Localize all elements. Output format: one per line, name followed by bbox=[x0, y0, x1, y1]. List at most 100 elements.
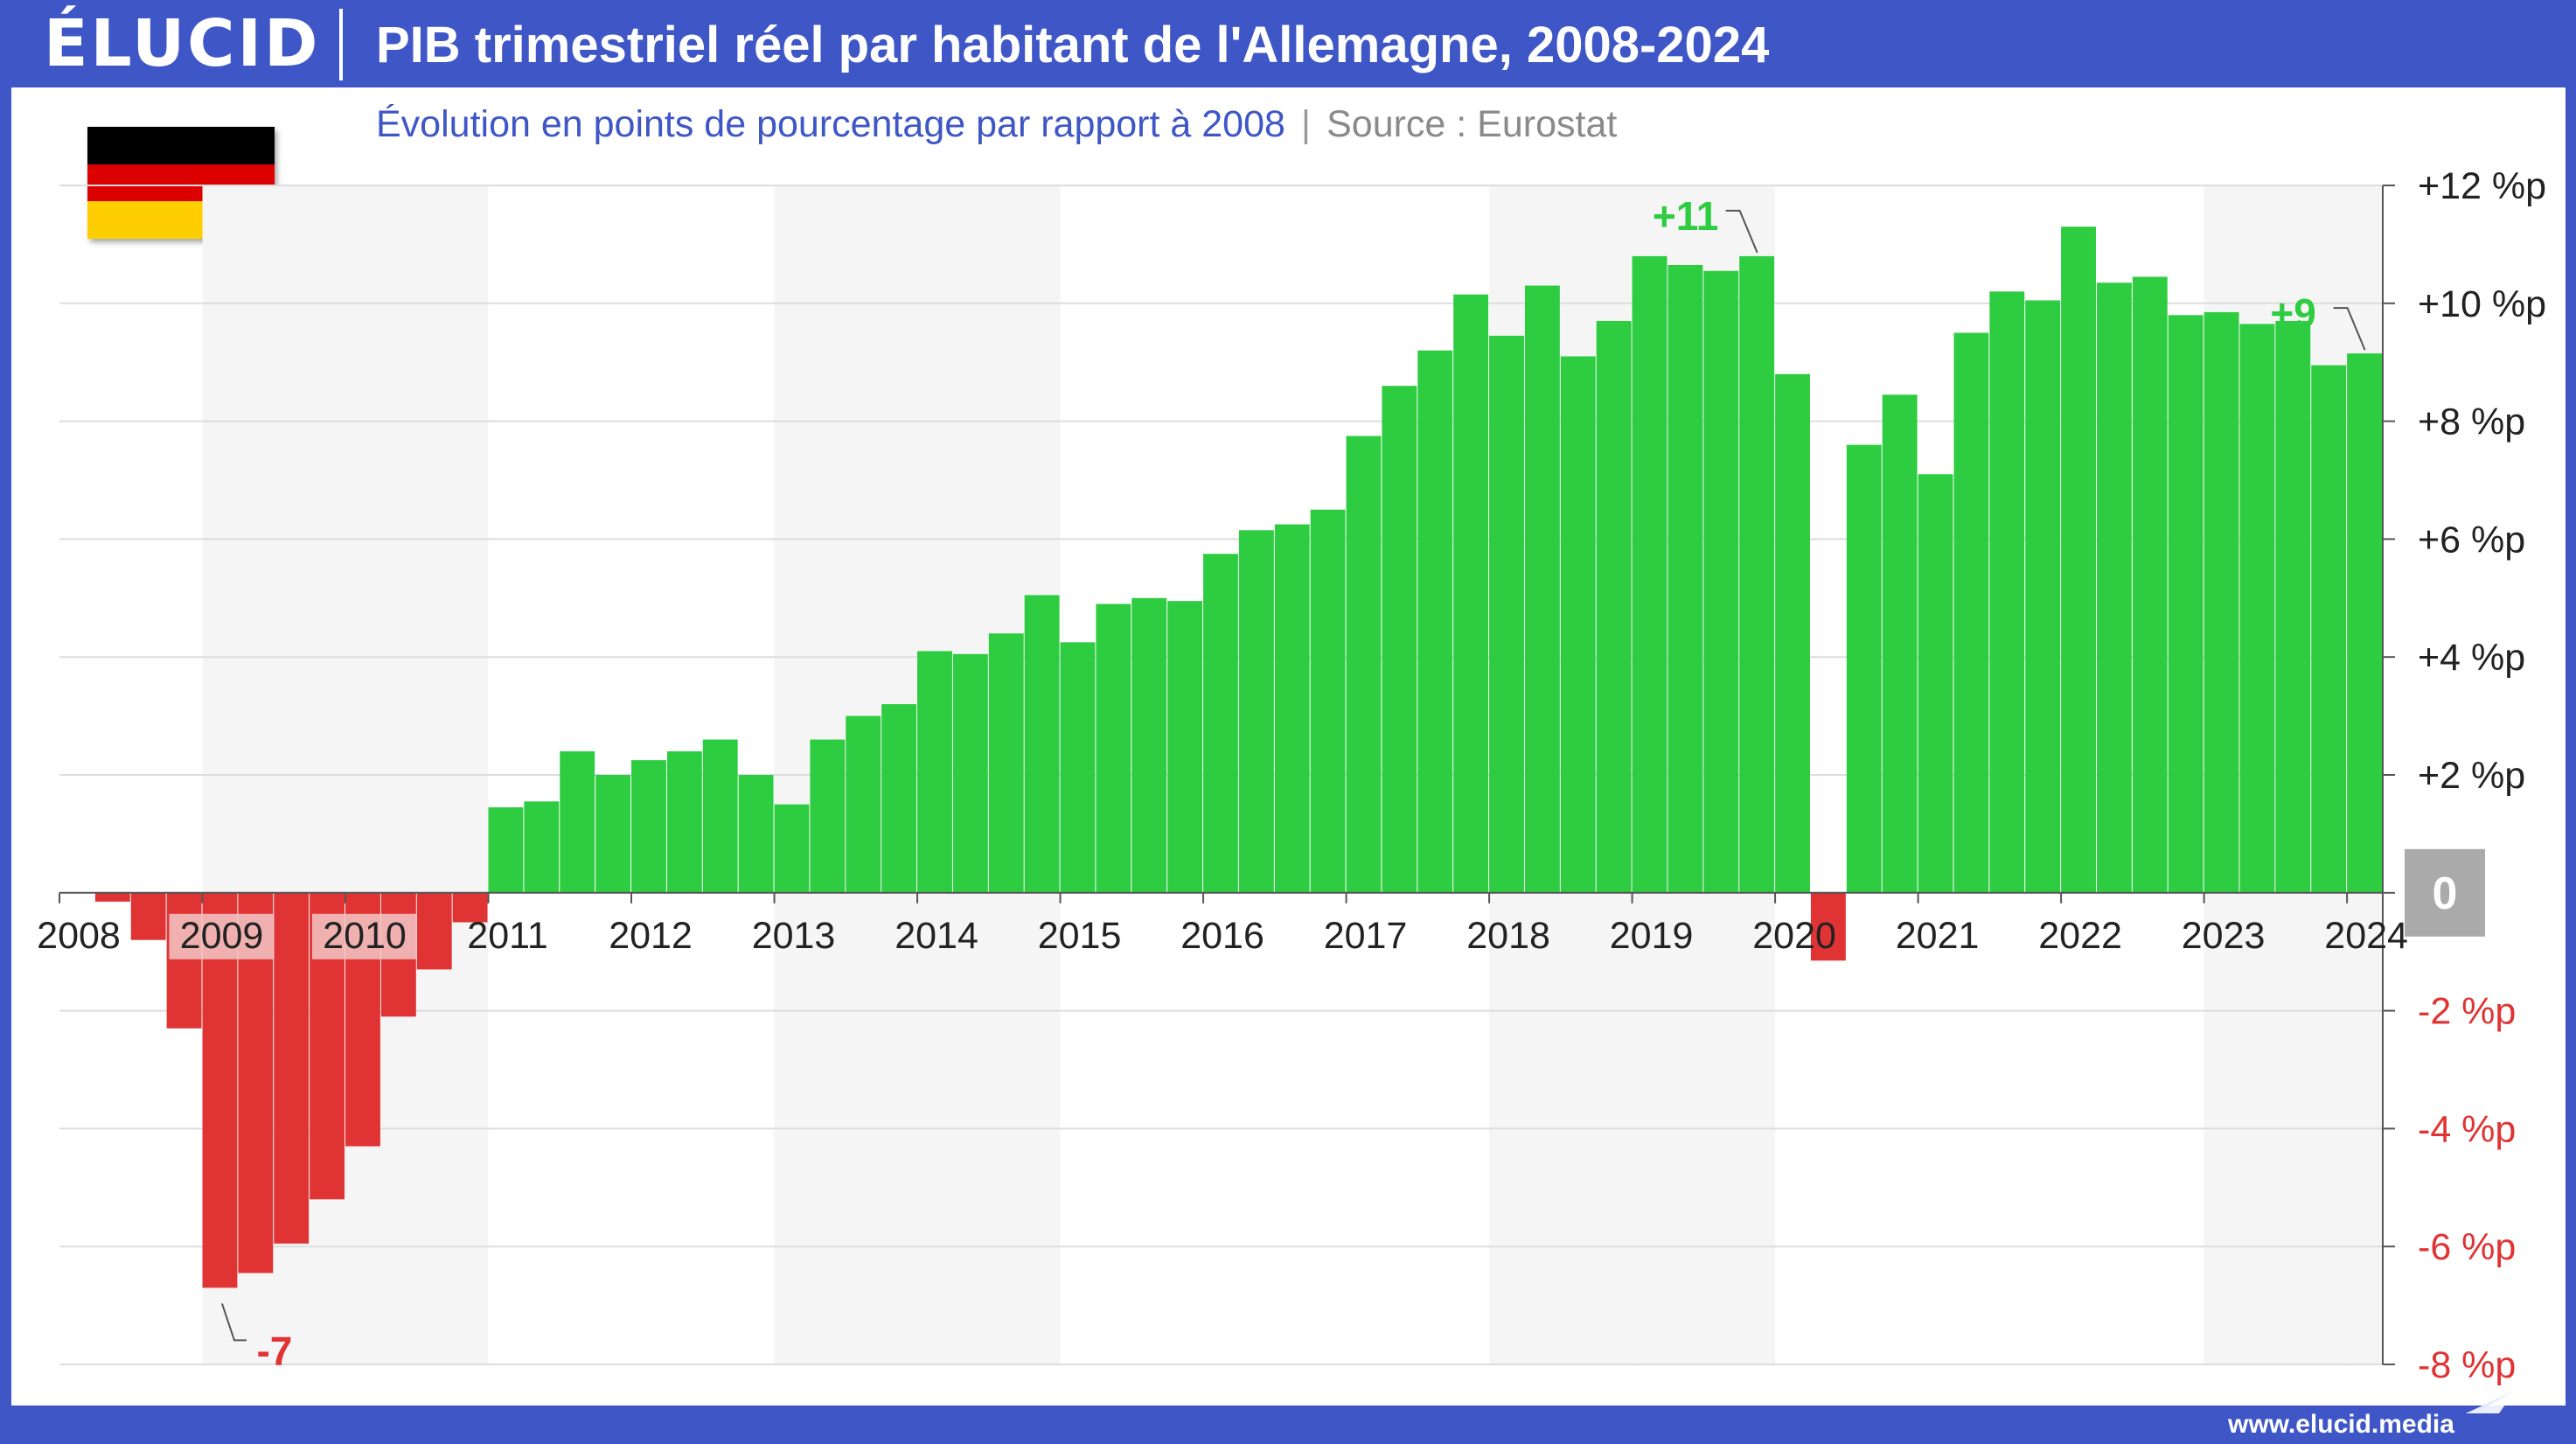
bar bbox=[274, 892, 310, 1244]
bar bbox=[94, 892, 130, 902]
bar bbox=[810, 739, 846, 893]
annotation-leader bbox=[220, 1303, 247, 1342]
y-tick-label: +12 %p bbox=[2418, 165, 2546, 207]
x-tick-label: 2018 bbox=[1466, 915, 1550, 957]
y-tick-label: -8 %p bbox=[2418, 1344, 2516, 1386]
bar bbox=[1632, 255, 1667, 893]
y-tick-label: -4 %p bbox=[2418, 1108, 2516, 1150]
flag-stripe-black bbox=[87, 127, 275, 164]
bar bbox=[1060, 642, 1096, 893]
footer-url[interactable]: www.elucid.media bbox=[2228, 1410, 2454, 1439]
chart-title: PIB trimestriel réel par habitant de l'A… bbox=[376, 17, 1770, 73]
bar bbox=[1489, 335, 1524, 893]
header-bar: ÉLUCID PIB trimestriel réel par habitant… bbox=[0, 0, 2576, 87]
bar bbox=[166, 892, 202, 1029]
y-tick-label: +4 %p bbox=[2418, 637, 2525, 679]
x-tick-label: 2017 bbox=[1324, 915, 1408, 957]
header-divider bbox=[339, 9, 343, 80]
bar bbox=[1882, 394, 1918, 893]
bar bbox=[1203, 554, 1238, 893]
bar bbox=[846, 715, 881, 893]
bar bbox=[666, 751, 702, 893]
x-tick-label: 2014 bbox=[895, 915, 978, 957]
annotation-label: +9 bbox=[2270, 290, 2315, 336]
x-label-highlight bbox=[312, 913, 418, 959]
bar bbox=[1667, 264, 1703, 893]
bar bbox=[2311, 365, 2347, 893]
bar bbox=[1024, 595, 1060, 893]
bar bbox=[2061, 227, 2096, 893]
bar bbox=[595, 775, 631, 893]
x-tick-labels: 2008 2009 2010 2011 2012 2013 2014 2015 2016 2017… bbox=[37, 913, 2408, 959]
zero-badge bbox=[2405, 848, 2485, 937]
bar bbox=[2275, 321, 2311, 893]
chart-subtitle: Évolution en points de pourcentage par r… bbox=[376, 98, 1617, 150]
y-tick-label: -6 %p bbox=[2418, 1226, 2516, 1268]
bar bbox=[452, 892, 488, 923]
x-tick-label: 2020 bbox=[1752, 915, 1836, 957]
bar bbox=[488, 807, 524, 893]
x-tick-label: 2021 bbox=[1896, 915, 1980, 957]
bar bbox=[1846, 444, 1882, 893]
bar bbox=[2168, 315, 2204, 893]
bar bbox=[130, 892, 166, 940]
annotations: -7 +11 +9 bbox=[220, 193, 2366, 1373]
y-tick-label: -2 %p bbox=[2418, 991, 2516, 1033]
bar bbox=[1417, 350, 1453, 893]
x-tick-label: 2009 bbox=[180, 915, 264, 957]
bar bbox=[702, 739, 738, 893]
bar bbox=[560, 751, 595, 893]
y-tick-label: +2 %p bbox=[2418, 755, 2525, 797]
bar bbox=[1775, 373, 1810, 893]
bar bbox=[1953, 332, 1989, 893]
bar bbox=[881, 704, 917, 893]
bar bbox=[524, 801, 560, 893]
bar bbox=[1096, 603, 1131, 893]
annotation-leader bbox=[1725, 209, 1758, 254]
bar bbox=[1382, 386, 1417, 893]
y-tick-label: +6 %p bbox=[2418, 519, 2525, 561]
axes bbox=[59, 185, 2395, 1365]
x-tick-label: 2015 bbox=[1038, 915, 1122, 957]
y-tick-labels: +12 %p +10 %p +8 %p +6 %p +4 %p +2 %p 0 -2 %p -4… bbox=[2405, 165, 2546, 1386]
bar bbox=[1596, 321, 1632, 893]
bar bbox=[1560, 356, 1596, 893]
bar bbox=[1346, 436, 1382, 893]
bar bbox=[1918, 474, 1953, 893]
x-tick-label: 2019 bbox=[1610, 915, 1694, 957]
y-tick-label: 0 bbox=[2433, 868, 2458, 919]
bar bbox=[738, 775, 774, 893]
y-tick-label: +8 %p bbox=[2418, 401, 2525, 443]
bar bbox=[1524, 285, 1560, 893]
bar bbox=[2239, 324, 2275, 893]
bar bbox=[1167, 601, 1203, 893]
bar bbox=[2132, 276, 2168, 893]
annotation-leader bbox=[2333, 307, 2366, 351]
x-tick-label: 2024 bbox=[2324, 915, 2408, 957]
bars bbox=[94, 227, 2382, 1288]
bar bbox=[1739, 255, 1775, 893]
bar bbox=[2204, 311, 2239, 893]
x-tick-label: 2016 bbox=[1180, 915, 1264, 957]
annotation-label: +11 bbox=[1653, 193, 1719, 239]
y-tick-label: +10 %p bbox=[2418, 283, 2546, 325]
x-tick-label: 2012 bbox=[609, 915, 693, 957]
x-tick-label: 2008 bbox=[37, 915, 121, 957]
bar bbox=[2025, 300, 2061, 893]
x-tick-label: 2022 bbox=[2038, 915, 2122, 957]
x-label-highlight bbox=[169, 913, 275, 959]
bar bbox=[952, 653, 988, 893]
bar bbox=[988, 633, 1024, 893]
bar bbox=[1131, 597, 1167, 893]
elucid-logo: ÉLUCID bbox=[44, 6, 321, 81]
x-tick-label: 2011 bbox=[467, 915, 547, 957]
x-tick-label: 2023 bbox=[2182, 915, 2266, 957]
bar bbox=[416, 892, 452, 970]
bar bbox=[2347, 353, 2382, 893]
x-tick-label: 2013 bbox=[752, 915, 836, 957]
bar bbox=[1238, 530, 1274, 893]
bar bbox=[1703, 270, 1739, 893]
paper-plane-icon bbox=[2466, 1391, 2515, 1413]
bar-chart: +12 %p +10 %p +8 %p +6 %p +4 %p +2 %p 0 -2 %p -4… bbox=[37, 165, 2546, 1386]
subtitle-separator: | bbox=[1300, 103, 1312, 145]
